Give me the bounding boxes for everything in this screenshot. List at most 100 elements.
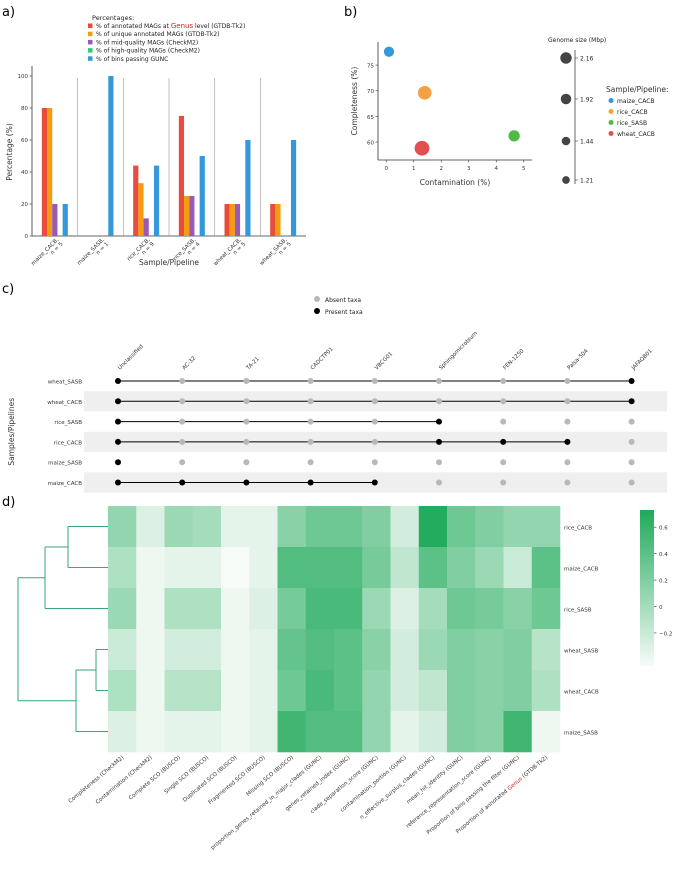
x-axis-label: Sample/Pipeline — [139, 258, 199, 267]
cell-maize-cacb-1 — [136, 547, 165, 589]
bar-maize-sasb-series-4 — [108, 76, 114, 236]
y-axis-label: Samples/Pipelines — [7, 398, 16, 466]
dot-maize-cacb-vbcg01 — [371, 479, 378, 486]
x-tick-label-0: maize_CACB,n = 5 — [30, 237, 64, 271]
cell-maize-cacb-6 — [277, 547, 307, 589]
size-legend-marker-3 — [562, 176, 570, 184]
y-tick-label-0: 0 — [25, 234, 29, 240]
taxon-header-ac-32: AC-32 — [181, 356, 197, 372]
cell-rice-sasb-10 — [390, 588, 420, 630]
dot-maize-cacb-ac-32 — [179, 479, 186, 486]
dot-rice-sasb-cadctp01 — [307, 418, 314, 425]
cell-wheat-sasb-15 — [531, 629, 561, 671]
column-label-0: Completeness (CheckM2) — [68, 755, 126, 805]
legend-swatch-3 — [88, 48, 93, 53]
bar-wheat-cacb-series-4 — [245, 140, 251, 236]
cell-wheat-sasb-1 — [136, 629, 165, 671]
cell-rice-sasb-13 — [475, 588, 504, 630]
dot-rice-sasb-jafaqb01 — [628, 418, 635, 425]
cell-wheat-sasb-7 — [305, 629, 335, 671]
cell-wheat-cacb-12 — [447, 670, 476, 712]
colorbar-tick-label-1: 0.4 — [659, 552, 668, 558]
cell-rice-cacb-10 — [390, 506, 420, 548]
cell-rice-cacb-6 — [277, 506, 307, 548]
cell-wheat-sasb-6 — [277, 629, 307, 671]
y-tick-label-65: 65 — [367, 115, 374, 121]
y-axis-label: Completeness (%) — [350, 67, 359, 136]
column-label-5: Fragmented SCO (BUSCO) — [208, 755, 267, 806]
cell-maize-sasb-13 — [475, 711, 504, 753]
cell-wheat-cacb-4 — [221, 670, 250, 712]
y-tick-label-75: 75 — [367, 64, 374, 70]
cell-maize-cacb-15 — [531, 547, 561, 589]
bar-rice-cacb-series-4 — [153, 165, 160, 236]
cell-maize-cacb-11 — [418, 547, 448, 589]
cell-wheat-cacb-9 — [362, 670, 391, 712]
cell-maize-sasb-3 — [192, 711, 222, 753]
color-legend-label-rice-cacb: rice_CACB — [617, 109, 648, 116]
dot-wheat-cacb-fen-1250 — [500, 398, 507, 405]
legend-label-2: % of mid-quality MAGs (CheckM2) — [96, 39, 198, 46]
cell-rice-cacb-3 — [192, 506, 222, 548]
cell-wheat-cacb-15 — [531, 670, 561, 712]
color-legend-title: Sample/Pipeline: — [606, 85, 669, 94]
taxon-header-unclassified: Unclassified — [117, 344, 145, 372]
bar-maize-cacb-series-4 — [62, 204, 68, 236]
bar-rice-cacb-series-1 — [138, 183, 144, 236]
panel-label-b: b) — [344, 5, 357, 20]
bar-wheat-cacb-series-2 — [234, 204, 241, 236]
row-label-wheat-sasb: wheat_SASB — [48, 380, 82, 386]
taxon-header-cadctp01: CADCTP01 — [310, 346, 335, 371]
legend-label-1: % of unique annotated MAGs (GTDB-Tk2) — [96, 31, 219, 38]
column-label-2: Complete SCO (BUSCO) — [128, 755, 182, 802]
dot-wheat-sasb-ta-21 — [243, 378, 250, 384]
x-tick-label-2: 2 — [440, 166, 444, 172]
cell-rice-sasb-2 — [164, 588, 194, 630]
bar-rice-sasb-series-4 — [199, 156, 205, 236]
size-legend-marker-0 — [560, 52, 572, 64]
taxon-header-jafaqb01: JAFAQB01 — [630, 348, 654, 372]
dot-maize-sasb-jafaqb01 — [628, 459, 635, 466]
row-label-wheat-cacb: wheat_CACB — [564, 690, 599, 696]
cell-maize-cacb-8 — [334, 547, 363, 589]
legend-absent-marker — [314, 296, 320, 302]
dot-rice-cacb-sphingomicrobium — [436, 438, 442, 445]
cell-maize-sasb-4 — [221, 711, 250, 753]
x-tick-label-5: wheat_SASB,n = 5 — [259, 237, 293, 271]
legend-swatch-0 — [88, 23, 93, 28]
legend-swatch-1 — [88, 31, 93, 37]
cell-maize-cacb-3 — [192, 547, 222, 589]
cell-maize-sasb-15 — [531, 711, 561, 753]
bar-rice-cacb-series-0 — [133, 165, 139, 236]
cell-wheat-sasb-14 — [503, 629, 533, 671]
dot-maize-sasb-palsa-504 — [564, 459, 571, 466]
bar-wheat-sasb-series-0 — [270, 204, 276, 236]
row-label-wheat-cacb: wheat_CACB — [47, 400, 82, 406]
dot-wheat-sasb-cadctp01 — [307, 378, 314, 384]
dot-maize-sasb-cadctp01 — [307, 459, 314, 466]
legend-label-4: % of bins passing GUNC — [96, 56, 168, 63]
bar-rice-sasb-series-0 — [178, 116, 185, 236]
legend-present-label: Present taxa — [325, 309, 363, 316]
column-label-12: mean_hit_identity (GUNC) — [406, 755, 465, 806]
dot-maize-sasb-fen-1250 — [500, 459, 507, 466]
colorbar-tick-label-0: 0.6 — [659, 526, 668, 532]
panel-label-a: a) — [2, 5, 15, 20]
cell-wheat-sasb-10 — [390, 629, 420, 671]
legend-label-part: level (GTDB-Tk2) — [193, 23, 245, 30]
dot-maize-cacb-unclassified — [115, 479, 121, 486]
x-tick-label-3: 3 — [467, 166, 471, 172]
cell-rice-cacb-13 — [475, 506, 504, 548]
y-axis-label: Percentage (%) — [5, 123, 14, 181]
cell-rice-cacb-8 — [334, 506, 363, 548]
y-tick-label-70: 70 — [367, 89, 374, 95]
y-tick-label-60: 60 — [21, 138, 28, 144]
dot-maize-sasb-sphingomicrobium — [436, 459, 442, 466]
x-axis-label: Contamination (%) — [420, 178, 491, 187]
dot-wheat-cacb-ac-32 — [179, 398, 186, 405]
cell-maize-sasb-14 — [503, 711, 533, 753]
cell-wheat-cacb-14 — [503, 670, 533, 712]
cell-rice-sasb-8 — [334, 588, 363, 630]
color-legend-label-maize-cacb: maize_CACB — [617, 98, 655, 105]
dot-rice-sasb-sphingomicrobium — [436, 418, 442, 425]
